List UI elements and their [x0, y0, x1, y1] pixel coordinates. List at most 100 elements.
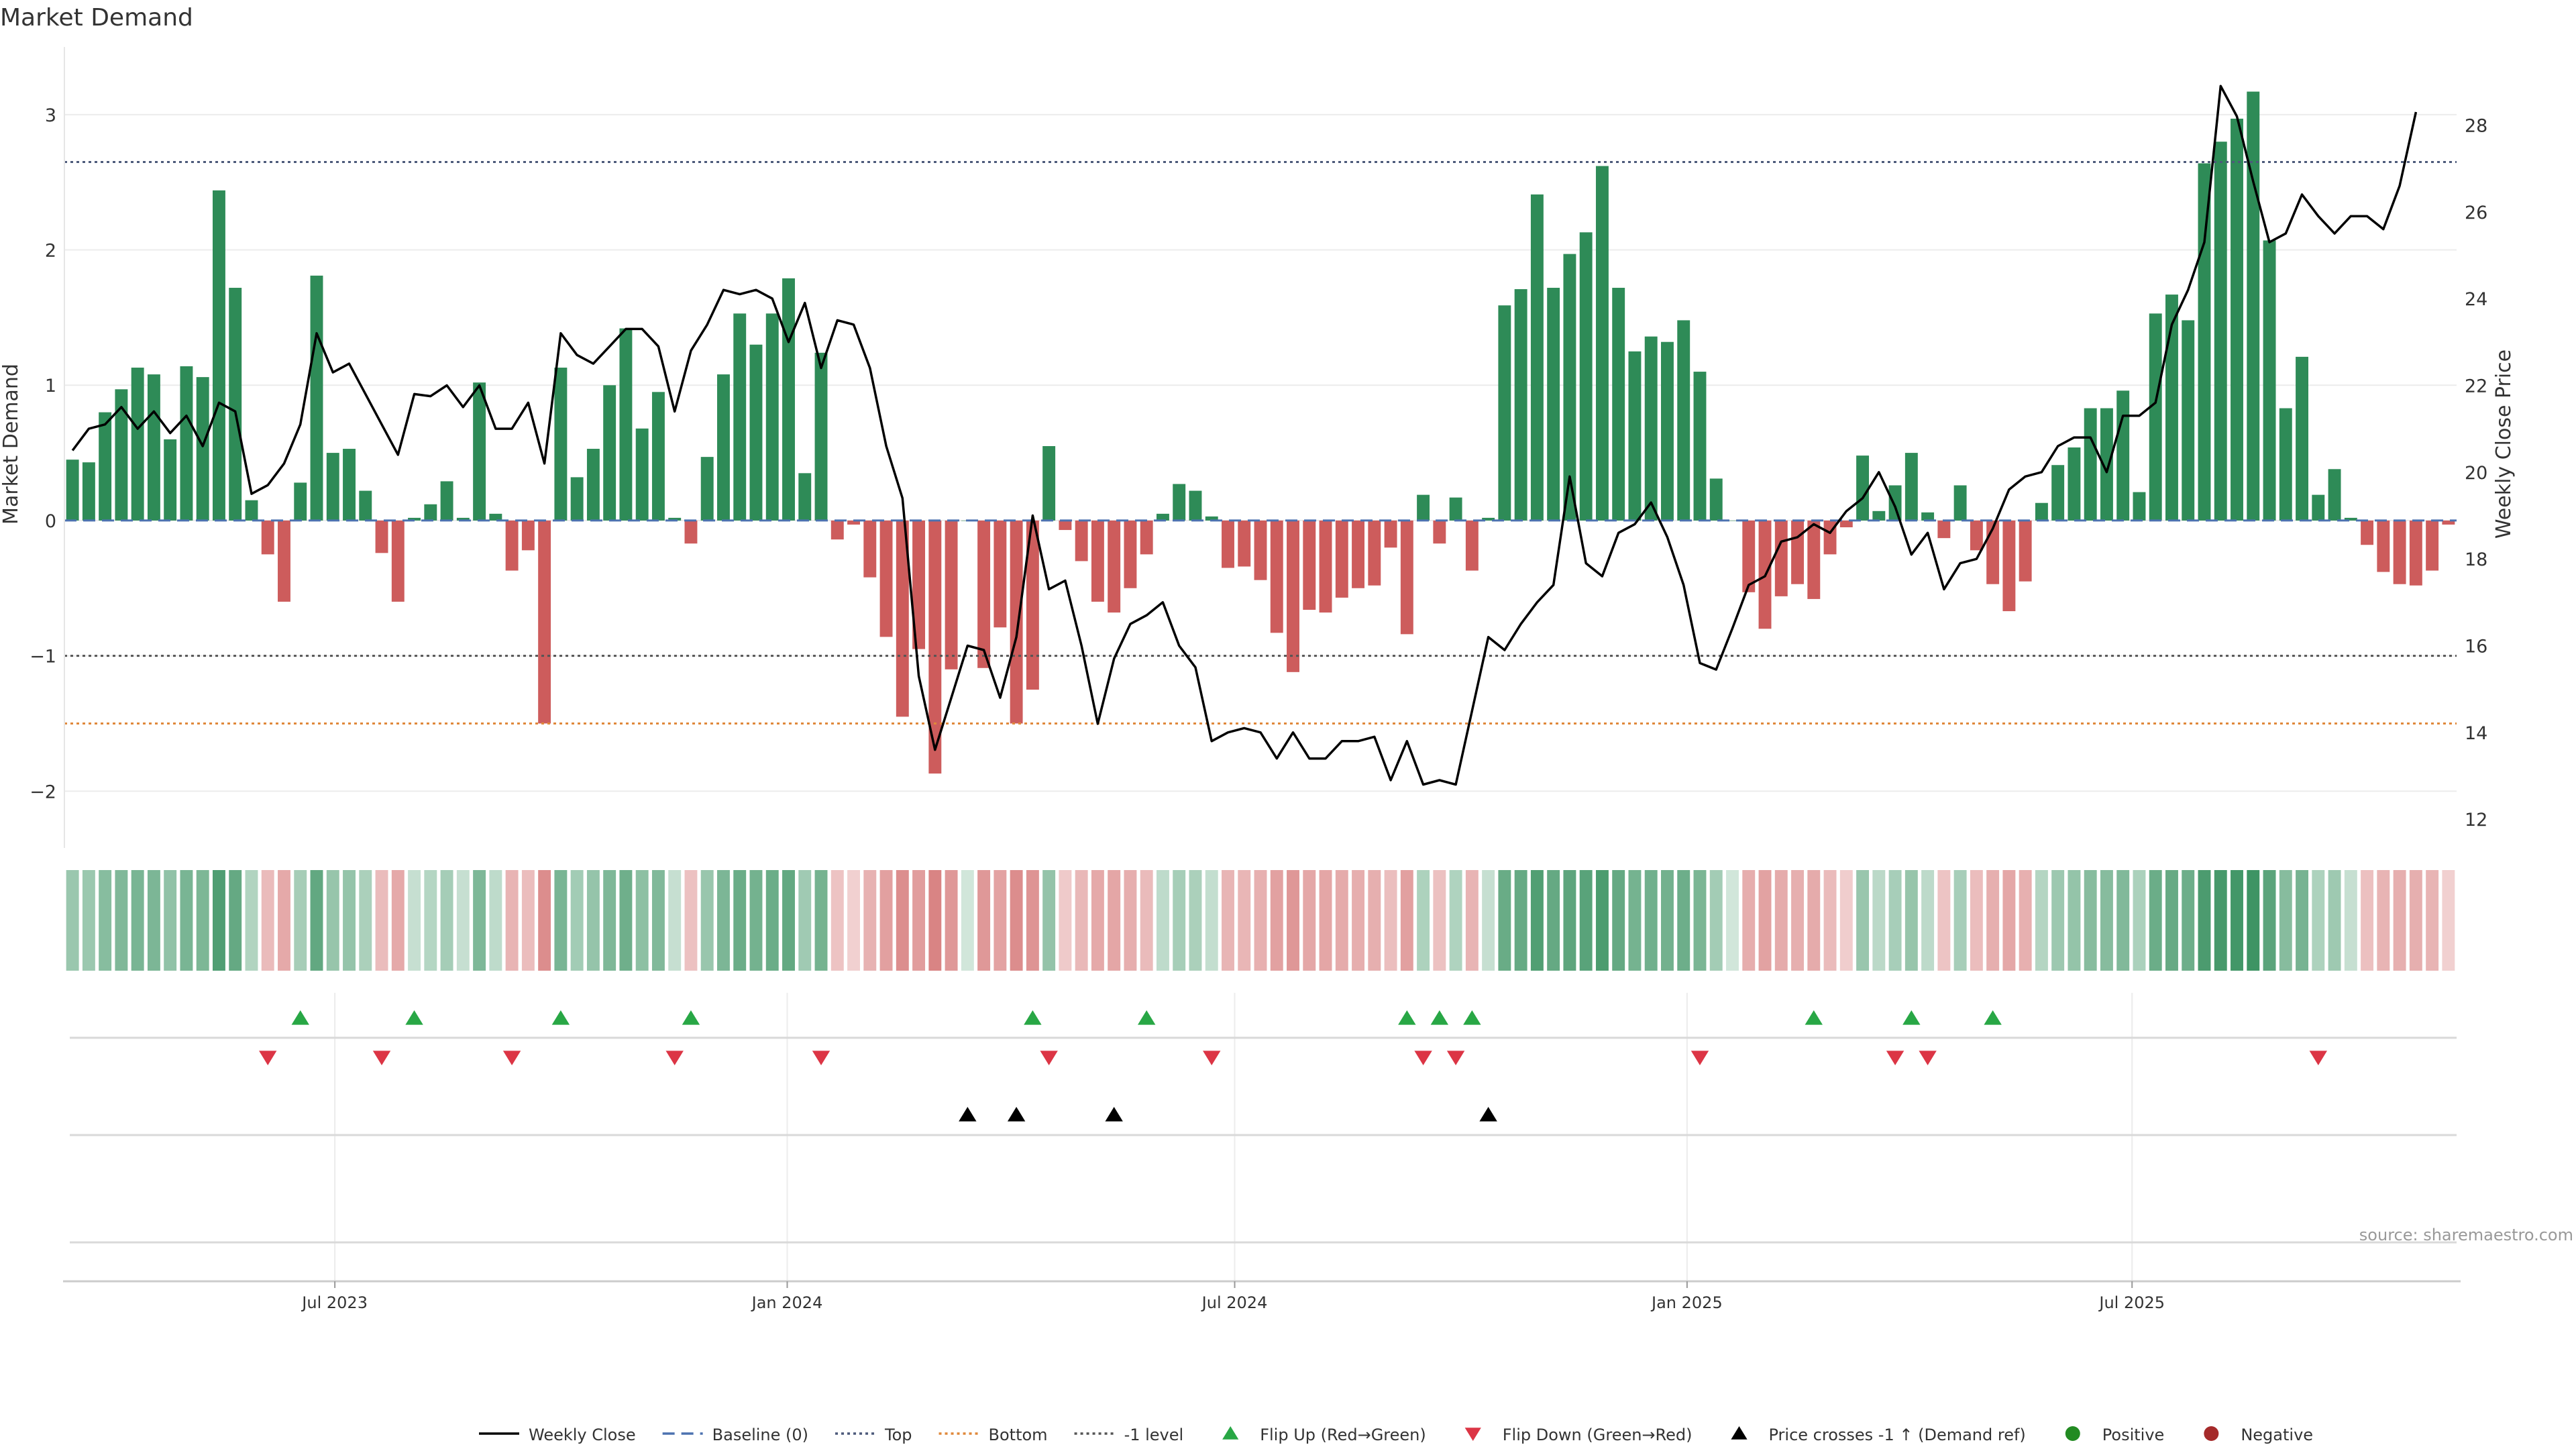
demand-bar: [668, 517, 682, 521]
color-band-cell: [245, 870, 258, 971]
color-band-cell: [131, 870, 144, 971]
color-band-cell: [1042, 870, 1056, 971]
color-band-cell: [2263, 870, 2276, 971]
demand-bar: [1774, 520, 1788, 596]
color-band-cell: [928, 870, 942, 971]
demand-bar: [147, 374, 160, 521]
demand-bar: [2377, 520, 2390, 572]
flip-down-marker: [1203, 1051, 1221, 1065]
demand-bar: [1839, 520, 1853, 528]
color-band-cell: [1904, 870, 1918, 971]
axes: 3 2 1 0 −1 −2 12 14 16 18 20 22 24 26 28 Jul 2023 Jan 20…: [30, 47, 2487, 1312]
demand-bar: [814, 352, 828, 521]
legend: Weekly Close Baseline (0) Top Bottom -1 leve…: [479, 1426, 2313, 1444]
flip-up-marker: [291, 1010, 309, 1025]
color-band-cell: [1579, 870, 1593, 971]
color-band-strip: [66, 870, 2455, 971]
y2-tick-label: 22: [2465, 376, 2487, 396]
color-band-cell: [1856, 870, 1870, 971]
color-band-cell: [1547, 870, 1560, 971]
color-band-cell: [538, 870, 551, 971]
demand-bar: [440, 481, 453, 521]
demand-bar: [717, 374, 730, 521]
color-band-cell: [717, 870, 730, 971]
legend-label: -1 level: [1124, 1426, 1184, 1444]
x-tick-label: Jan 2024: [751, 1293, 823, 1312]
demand-bar: [2344, 517, 2357, 521]
color-band-cell: [521, 870, 535, 971]
color-band-cell: [1823, 870, 1837, 971]
demand-bar: [2409, 520, 2422, 586]
color-band-cell: [1742, 870, 1756, 971]
demand-bar: [294, 482, 307, 521]
demand-bar: [2133, 492, 2146, 521]
price-cross-marker: [959, 1107, 977, 1122]
demand-bar: [505, 520, 519, 571]
color-band-cell: [2068, 870, 2081, 971]
color-band-cell: [359, 870, 372, 971]
legend-label: Bottom: [989, 1426, 1048, 1444]
demand-bar: [977, 520, 991, 668]
demand-bar: [66, 460, 79, 521]
demand-bar: [2100, 408, 2113, 521]
color-band-cell: [668, 870, 682, 971]
demand-bar: [326, 453, 339, 521]
demand-bar: [2002, 520, 2016, 612]
color-band-cell: [1726, 870, 1739, 971]
y2-tick-label: 26: [2465, 203, 2487, 223]
color-band-cell: [1709, 870, 1723, 971]
flip-down-marker: [2309, 1051, 2328, 1065]
demand-bar: [1140, 520, 1153, 555]
demand-bar: [1335, 520, 1348, 598]
color-band-cell: [586, 870, 600, 971]
y2-tick-label: 28: [2465, 115, 2487, 136]
demand-bar: [1303, 520, 1316, 610]
color-band-cell: [1595, 870, 1609, 971]
color-band-cell: [278, 870, 290, 971]
color-band-cell: [1433, 870, 1446, 971]
demand-bar: [343, 449, 356, 521]
color-band-cell: [375, 870, 388, 971]
demand-bar: [782, 278, 795, 521]
demand-bar: [1319, 520, 1332, 613]
color-band-cell: [733, 870, 747, 971]
demand-bar: [994, 520, 1007, 628]
demand-bar: [635, 428, 649, 521]
demand-bar: [2328, 469, 2341, 521]
color-band-cell: [847, 870, 860, 971]
color-band-cell: [1774, 870, 1788, 971]
y2-tick-label: 12: [2465, 810, 2487, 830]
color-band-cell: [2344, 870, 2357, 971]
x-tick-label: Jul 2024: [1201, 1293, 1268, 1312]
color-band-cell: [1205, 870, 1218, 971]
legend-label: Weekly Close: [529, 1426, 636, 1444]
demand-bar: [2426, 520, 2439, 571]
color-band-cell: [1498, 870, 1511, 971]
color-band-cell: [1287, 870, 1299, 971]
demand-bar: [2361, 520, 2374, 545]
demand-bar: [1433, 520, 1446, 544]
color-band-cell: [1937, 870, 1951, 971]
demand-bar: [684, 520, 698, 544]
demand-bar: [391, 520, 405, 602]
color-band-cell: [2312, 870, 2325, 971]
weekly-close-series: [71, 85, 2418, 786]
color-band-cell: [1010, 870, 1023, 971]
demand-bar: [847, 520, 860, 525]
color-band-cell: [1026, 870, 1039, 971]
demand-bar: [1856, 455, 1870, 521]
color-band-cell: [1270, 870, 1283, 971]
legend-label: Negative: [2241, 1426, 2313, 1444]
demand-bar: [2279, 408, 2292, 521]
color-band-cell: [2019, 870, 2032, 971]
price-cross-marker: [1479, 1107, 1497, 1122]
demand-bar: [1498, 305, 1511, 521]
demand-bar: [196, 377, 209, 521]
demand-bar: [164, 439, 177, 521]
color-band-cell: [879, 870, 893, 971]
weekly-close-line: [71, 85, 2418, 786]
y2-tick-label: 24: [2465, 289, 2487, 310]
color-band-cell: [1449, 870, 1462, 971]
color-band-cell: [651, 870, 665, 971]
demand-bar: [1059, 520, 1072, 531]
